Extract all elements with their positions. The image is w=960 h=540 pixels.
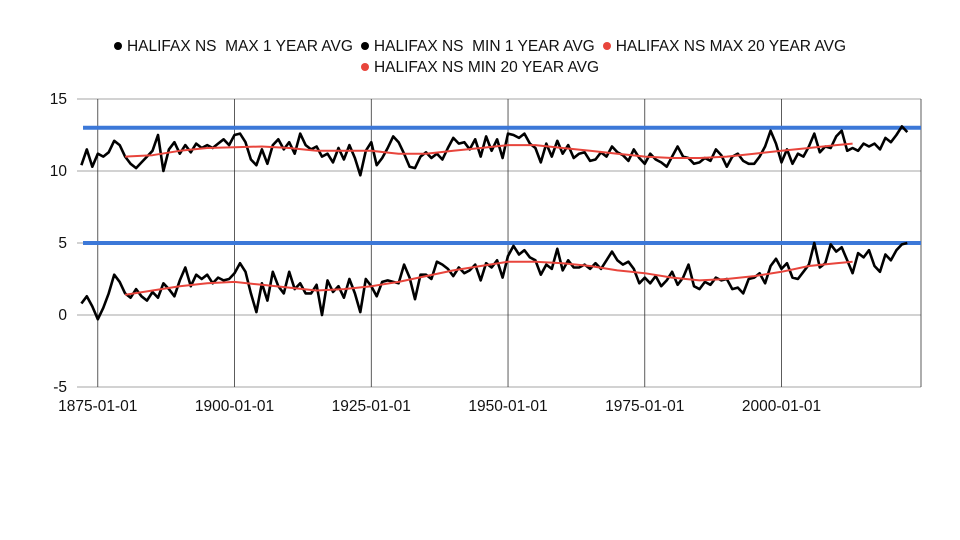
legend-dot-icon <box>602 42 611 50</box>
x-tick-label: 1975-01-01 <box>605 398 684 415</box>
legend-item: HALIFAX NS MAX 20 YEAR AVG <box>602 36 847 57</box>
series-line-1 <box>80 125 909 177</box>
legend-label: HALIFAX NS MAX 1 YEAR AVG <box>126 38 353 55</box>
legend-label: HALIFAX NS MIN 20 YEAR AVG <box>373 59 600 76</box>
x-tick-label: 1925-01-01 <box>332 398 411 415</box>
y-tick-label: -5 <box>53 379 67 396</box>
x-tick-label: 2000-01-01 <box>742 398 821 415</box>
chart-legend: HALIFAX NS MAX 1 YEAR AVG HALIFAX NS MIN … <box>0 36 960 78</box>
y-tick-label: 10 <box>50 163 68 180</box>
legend-label: HALIFAX NS MAX 20 YEAR AVG <box>615 38 847 55</box>
series-line-3 <box>125 142 853 159</box>
legend-dot-icon <box>360 63 369 71</box>
series-line-2 <box>80 241 908 321</box>
legend-item: HALIFAX NS MAX 1 YEAR AVG <box>113 36 353 57</box>
legend-item: HALIFAX NS MIN 20 YEAR AVG <box>360 57 600 78</box>
legend-item: HALIFAX NS MIN 1 YEAR AVG <box>360 36 595 57</box>
legend-dot-icon <box>113 42 122 50</box>
x-tick-label: 1875-01-01 <box>58 398 137 415</box>
y-tick-label: 5 <box>58 235 67 252</box>
x-tick-label: 1900-01-01 <box>195 398 274 415</box>
y-tick-label: 0 <box>58 307 67 324</box>
x-tick-label: 1950-01-01 <box>468 398 547 415</box>
legend-dot-icon <box>360 42 369 50</box>
legend-label: HALIFAX NS MIN 1 YEAR AVG <box>373 38 595 55</box>
series-line-4 <box>124 260 853 296</box>
y-tick-label: 15 <box>50 91 67 108</box>
